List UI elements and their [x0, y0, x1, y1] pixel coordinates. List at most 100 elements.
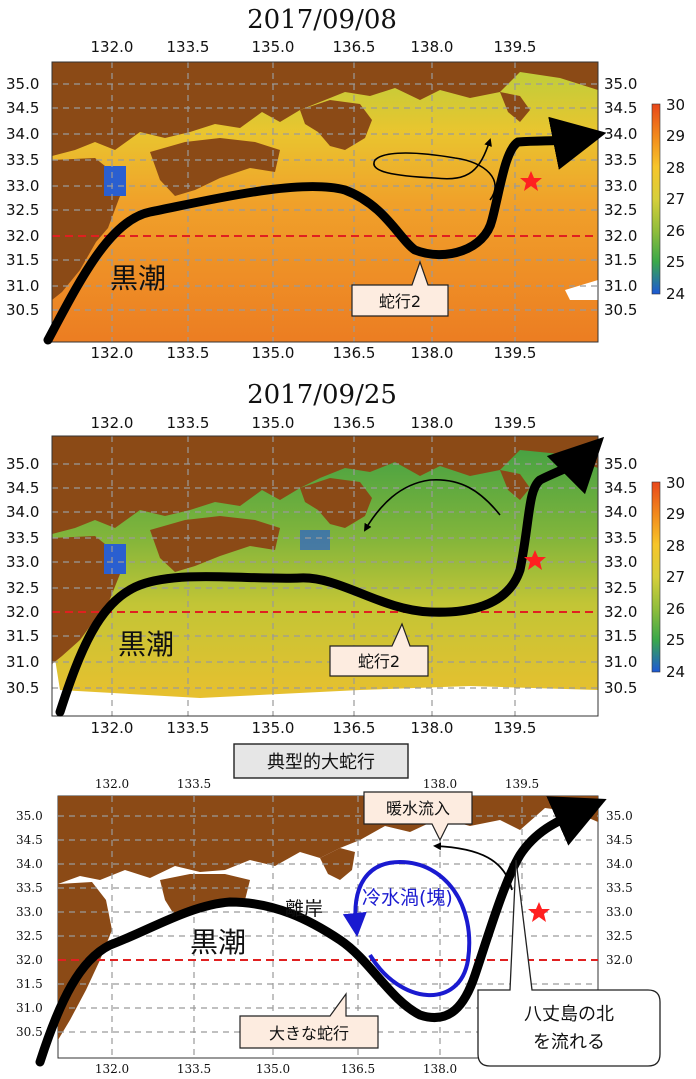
lon-tick: 138.0: [411, 414, 454, 432]
colorbar-tick: 30: [666, 474, 685, 492]
colorbar-tick: 26: [666, 222, 685, 240]
label-kuroshio: 黒潮: [190, 926, 246, 959]
lat-tick: 32.5: [604, 201, 637, 219]
lat-tick: 34.5: [6, 479, 39, 497]
lat-tick: 31.5: [6, 627, 39, 645]
eddy-circulation-arrow: [363, 479, 501, 532]
lon-tick: 133.5: [177, 777, 211, 791]
lat-tick: 33.0: [6, 177, 39, 195]
colorbar-tick: 30: [666, 96, 685, 114]
panel-2-date: 2017/09/25: [247, 380, 397, 410]
callout-warm-inflow-box: [363, 791, 473, 842]
lat-tick: 33.0: [606, 905, 633, 919]
lat-tick: 33.5: [16, 881, 43, 895]
lon-tick: 132.0: [91, 344, 134, 362]
lon-ticks-bottom: 132.0 133.5 135.0 136.5 138.0 139.5: [91, 719, 537, 737]
lon-tick: 135.0: [252, 719, 295, 737]
lat-tick: 31.5: [604, 251, 637, 269]
colorbar-tick: 24: [666, 663, 685, 681]
lat-tick: 34.5: [16, 833, 43, 847]
lon-tick: 135.0: [252, 414, 295, 432]
lon-tick: 136.5: [333, 344, 376, 362]
lon-tick: 132.0: [95, 1062, 129, 1076]
lon-tick: 132.0: [91, 414, 134, 432]
colorbar-tick: 25: [666, 253, 685, 271]
lat-tick: 31.0: [604, 653, 637, 671]
lat-tick: 33.0: [604, 177, 637, 195]
lat-tick: 32.0: [6, 227, 39, 245]
lon-tick: 136.5: [333, 414, 376, 432]
lon-tick: 139.5: [494, 38, 537, 56]
land-shikoku: [150, 516, 280, 572]
lon-tick: 132.0: [91, 719, 134, 737]
label-warm-inflow: 暖水流入: [386, 799, 450, 818]
map-frame: [51, 435, 599, 717]
label-hachijojima-line2: を流れる: [533, 1032, 605, 1053]
cold-bay: [104, 166, 126, 196]
panel-2-map: 黒潮 蛇行2: [51, 435, 605, 717]
lon-tick: 138.0: [423, 777, 457, 791]
lat-tick: 32.5: [16, 929, 43, 943]
lon-tick: 139.5: [494, 719, 537, 737]
lat-tick: 35.0: [606, 809, 633, 823]
kuroshio-current-path: [43, 116, 607, 345]
lon-tick: 132.0: [95, 777, 129, 791]
lat-tick: 33.5: [604, 529, 637, 547]
map-frame: [51, 61, 599, 343]
lon-tick: 138.0: [411, 344, 454, 362]
lon-tick: 132.0: [91, 38, 134, 56]
land-shikoku: [150, 138, 280, 196]
lat-tick: 34.0: [606, 857, 633, 871]
lat-tick: 32.0: [16, 953, 43, 967]
colorbar-gradient: [651, 481, 661, 673]
kuroshio-current-path: [35, 796, 607, 1067]
label-cold-eddy: 冷水渦(塊): [362, 887, 453, 909]
panel-2: 2017/09/25: [6, 380, 685, 737]
lat-tick: 31.0: [6, 277, 39, 295]
lat-tick: 33.5: [606, 881, 633, 895]
lat-tick: 32.0: [6, 603, 39, 621]
lon-tick: 136.5: [341, 1062, 375, 1076]
lat-tick: 35.0: [6, 455, 39, 473]
callout-box: [351, 260, 449, 317]
panel-1: 2017/09/08: [6, 5, 685, 362]
lat-tick: 30.5: [16, 1025, 43, 1039]
lon-tick: 135.0: [252, 38, 295, 56]
colorbar-tick: 29: [666, 127, 685, 145]
lat-ticks-right: 35.0 34.5 34.0 33.5 33.0 32.5 32.0: [606, 809, 633, 967]
callout-meander-2: 蛇行2: [379, 292, 421, 311]
cold-bay: [104, 544, 126, 574]
lat-tick: 34.5: [606, 833, 633, 847]
lon-tick: 136.5: [333, 38, 376, 56]
land-kyushu: [52, 536, 120, 664]
lat-tick: 34.5: [604, 479, 637, 497]
colorbar-tick: 25: [666, 631, 685, 649]
cold-water-patch: [300, 530, 330, 550]
lon-tick: 139.5: [494, 414, 537, 432]
lon-tick: 133.5: [167, 344, 210, 362]
lat-tick: 32.5: [6, 579, 39, 597]
colorbar-tick: 24: [666, 285, 685, 303]
lat-tick: 31.5: [604, 627, 637, 645]
land-kyushu: [52, 158, 120, 300]
hachijojima-star: [528, 902, 550, 922]
lon-tick: 135.0: [256, 1062, 290, 1076]
panel-3-header: 典型的大蛇行: [267, 752, 375, 773]
lat-tick: 32.0: [604, 227, 637, 245]
lon-ticks-top: 132.0 133.5 138.0 139.5: [95, 777, 539, 791]
lon-tick: 139.5: [505, 777, 539, 791]
no-data: [565, 280, 598, 300]
lat-tick: 31.0: [16, 1001, 43, 1015]
lat-tick: 35.0: [16, 809, 43, 823]
lat-tick: 30.5: [6, 679, 39, 697]
lat-ticks-left: 35.0 34.5 34.0 33.5 33.0 32.5 32.0 31.5 …: [16, 809, 43, 1039]
lat-ticks-left: 35.0 34.5 34.0 33.5 33.0 32.5 32.0 31.5 …: [6, 455, 39, 697]
header-box: [233, 743, 409, 779]
lat-tick: 31.0: [6, 653, 39, 671]
lat-tick: 33.0: [6, 553, 39, 571]
no-data-region: [52, 640, 598, 716]
lat-tick: 34.0: [604, 125, 637, 143]
lon-tick: 133.5: [177, 1062, 211, 1076]
callout-meander-2: 蛇行2: [358, 652, 400, 671]
panel-3-map: 黒潮 離岸 冷水渦(塊) 暖水流入 大きな蛇行 八丈島の北 を流れる: [35, 791, 661, 1067]
